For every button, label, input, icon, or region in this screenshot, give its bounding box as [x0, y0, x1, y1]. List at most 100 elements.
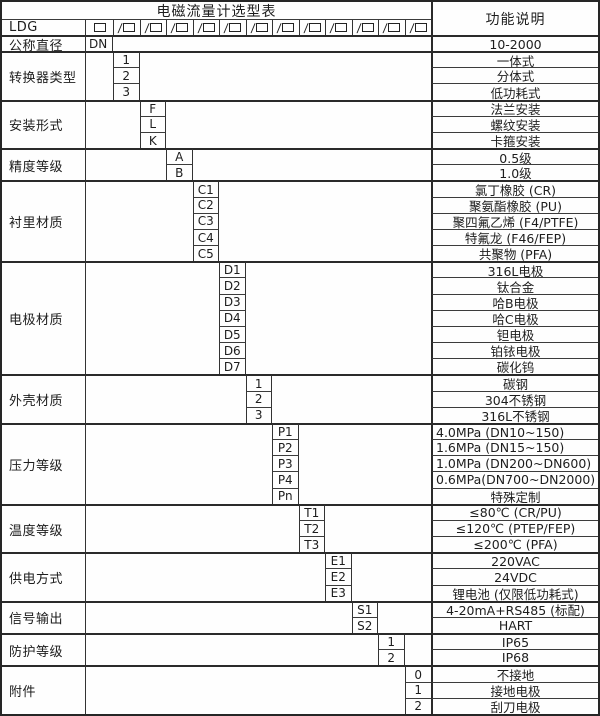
function-column-header: 功能说明 — [431, 2, 598, 35]
model-code-slot: / — [272, 20, 299, 35]
left-filler — [86, 600, 352, 633]
function-desc: 碳化钨 — [431, 358, 598, 375]
function-desc: 接地电极 — [431, 681, 598, 698]
category-label: 压力等级 — [2, 422, 86, 504]
function-desc: 316L电极 — [431, 261, 598, 278]
code-cell: 2 — [378, 649, 405, 666]
category-label: 转换器类型 — [2, 51, 86, 100]
model-code-slot — [86, 20, 113, 35]
right-filler — [192, 148, 431, 180]
code-cell: F — [139, 99, 166, 116]
right-filler — [351, 552, 431, 601]
code-cell: E3 — [325, 584, 352, 601]
empty-code-box-icon — [149, 23, 162, 32]
function-desc: 1.0级 — [431, 164, 598, 181]
category-label: 信号输出 — [2, 600, 86, 634]
empty-code-box-icon — [282, 23, 295, 32]
model-code-slot: / — [113, 20, 140, 35]
category-label: 安装形式 — [2, 99, 86, 149]
code-cell: P4 — [272, 471, 299, 488]
function-desc: 卡箍安装 — [431, 131, 598, 149]
left-filler — [86, 552, 325, 601]
code-cell: 3 — [245, 406, 272, 423]
function-desc: 聚氨酯橡胶 (PU) — [431, 196, 598, 213]
category-label: 电极材质 — [2, 261, 86, 375]
code-cell: 0 — [404, 665, 431, 682]
slash-separator: / — [117, 20, 124, 35]
code-cell: A — [166, 148, 193, 165]
slash-separator: / — [302, 20, 309, 35]
function-desc: 碳钢 — [431, 374, 598, 391]
right-filler — [245, 261, 431, 374]
function-desc: 法兰安装 — [431, 99, 598, 116]
code-cell: C1 — [192, 180, 219, 197]
empty-code-box-icon — [308, 23, 321, 32]
function-desc: 不接地 — [431, 665, 598, 682]
function-desc: 0.6MPa(DN700~DN2000) — [431, 471, 598, 488]
code-cell: D6 — [219, 342, 246, 359]
left-filler — [86, 374, 246, 423]
right-filler — [378, 600, 431, 633]
left-filler — [86, 633, 378, 665]
code-cell: C3 — [192, 212, 219, 229]
function-desc: 4-20mA+RS485 (标配) — [431, 600, 598, 617]
slash-separator: / — [382, 20, 389, 35]
code-cell: E2 — [325, 568, 352, 585]
code-cell: D3 — [219, 293, 246, 310]
function-desc: ≤120℃ (PTEP/FEP) — [431, 519, 598, 537]
empty-code-box-icon — [94, 23, 106, 32]
model-code-slot: / — [192, 20, 220, 35]
function-desc: 螺纹安装 — [431, 115, 598, 132]
model-code-slot: / — [378, 20, 405, 35]
code-cell: D1 — [219, 261, 246, 278]
function-desc: ≤80℃ (CR/PU) — [431, 503, 598, 520]
function-desc: 一体式 — [431, 51, 598, 68]
function-desc: 24VDC — [431, 568, 598, 585]
category-label: 附件 — [2, 665, 86, 714]
model-code-slot: / — [219, 20, 246, 35]
empty-code-box-icon — [229, 23, 242, 32]
left-filler — [86, 51, 113, 100]
empty-code-box-icon — [255, 23, 268, 32]
right-filler — [298, 422, 431, 504]
right-filler — [113, 35, 431, 51]
function-desc: 钛合金 — [431, 277, 598, 294]
slash-separator: / — [223, 20, 230, 35]
function-desc: 特殊定制 — [431, 487, 598, 504]
code-cell: C5 — [192, 245, 219, 262]
slash-separator: / — [143, 20, 150, 35]
function-desc: 1.0MPa (DN200~DN600) — [431, 455, 598, 472]
function-desc: 特氟龙 (F46/FEP) — [431, 228, 598, 246]
empty-code-box-icon — [361, 23, 374, 32]
function-desc: 共聚物 (PFA) — [431, 245, 598, 262]
function-desc: 0.5级 — [431, 148, 598, 165]
empty-code-box-icon — [414, 23, 427, 32]
function-desc: 220VAC — [431, 552, 598, 569]
left-filler — [86, 148, 166, 180]
model-code-slot: / — [325, 20, 352, 35]
function-desc: 钽电极 — [431, 325, 598, 343]
code-cell: 1 — [378, 633, 405, 650]
left-filler — [86, 180, 193, 261]
code-cell: E1 — [325, 552, 352, 569]
model-code-slot: / — [298, 20, 326, 35]
right-filler — [272, 374, 431, 423]
category-label: 供电方式 — [2, 552, 86, 601]
function-desc: 低功耗式 — [431, 83, 598, 100]
slash-separator: / — [355, 20, 362, 35]
code-cell: P1 — [272, 422, 299, 440]
code-cell: B — [166, 164, 193, 181]
code-cell: C2 — [192, 196, 219, 213]
code-cell: D2 — [219, 277, 246, 294]
right-filler — [166, 99, 431, 149]
category-label: 衬里材质 — [2, 180, 86, 262]
category-label: 外壳材质 — [2, 374, 86, 423]
function-desc: 316L不锈钢 — [431, 406, 598, 423]
model-code-slot: / — [139, 20, 167, 35]
code-cell: D7 — [219, 358, 246, 375]
code-cell: 3 — [113, 83, 140, 100]
empty-code-box-icon — [123, 23, 136, 32]
model-prefix-label: LDG — [2, 20, 86, 35]
function-desc: 氯丁橡胶 (CR) — [431, 180, 598, 197]
